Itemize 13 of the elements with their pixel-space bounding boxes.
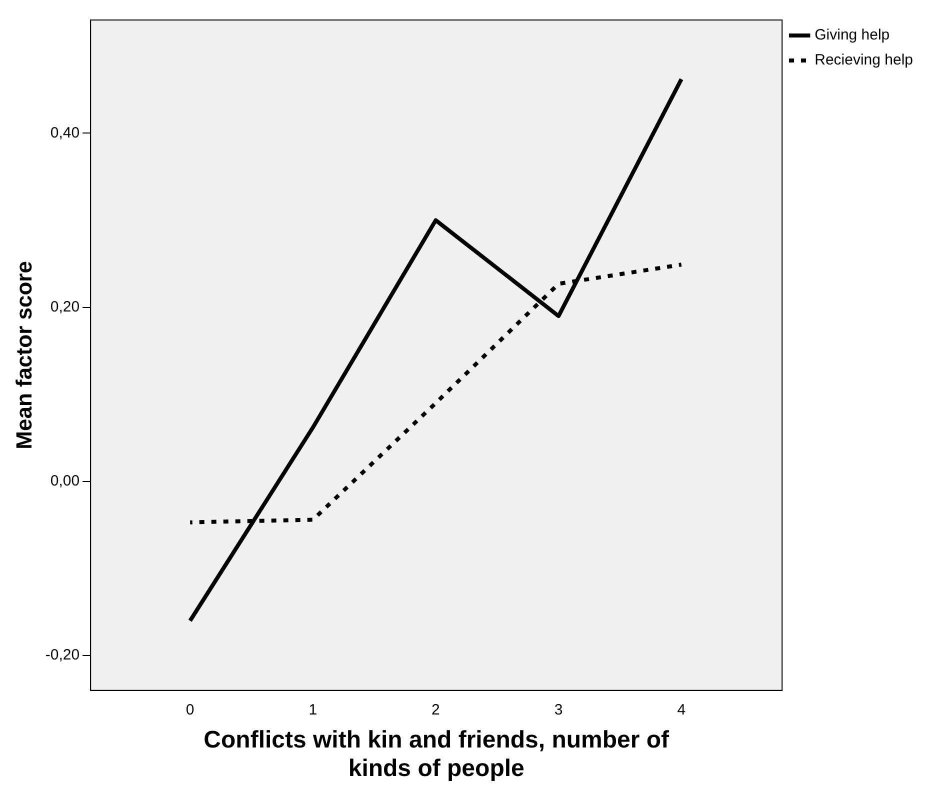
x-axis-title: Conflicts with kin and friends, number of kinds of people [204,726,670,782]
x-tick-label: 3 [554,702,563,719]
x-tick-label: 4 [677,702,686,719]
y-tick-label: 0,00 [50,472,80,490]
y-tick-label: 0,20 [50,298,80,316]
legend-label: Giving help [814,26,890,44]
x-tick-label: 0 [186,702,194,719]
legend-label: Recieving help [814,52,914,69]
y-tick-label: -0,20 [45,646,80,664]
x-tick-label: 1 [308,702,318,719]
y-axis-title: Mean factor score [11,261,36,450]
y-tick-label: 0,40 [50,124,80,142]
x-tick-label: 2 [432,702,440,719]
